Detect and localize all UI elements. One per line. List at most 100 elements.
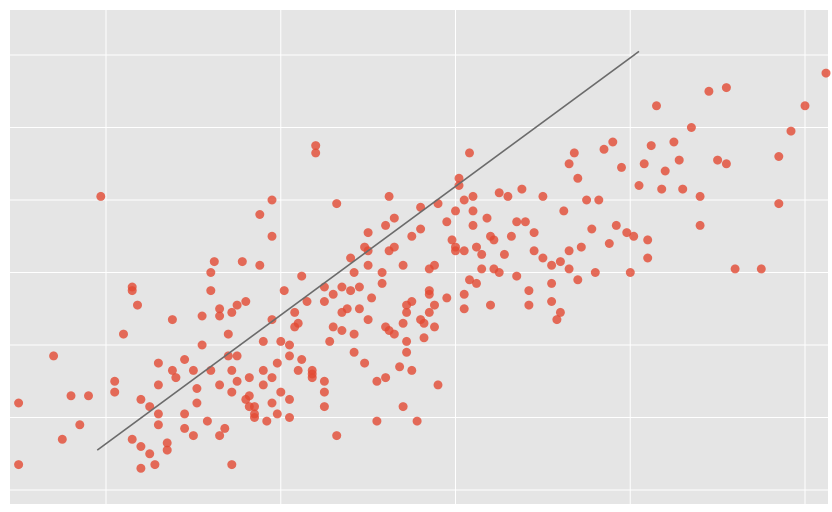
- data-point: [569, 148, 579, 158]
- data-point: [328, 322, 338, 332]
- data-point: [227, 307, 237, 317]
- data-point: [127, 434, 137, 444]
- data-point: [503, 191, 513, 201]
- data-point: [454, 181, 464, 190]
- data-point: [786, 126, 796, 136]
- data-point: [180, 423, 190, 433]
- data-point: [241, 297, 251, 306]
- data-point: [346, 253, 356, 263]
- data-point: [774, 152, 784, 161]
- data-point: [332, 431, 342, 441]
- data-point: [674, 155, 684, 165]
- data-point: [465, 275, 474, 285]
- data-point: [367, 293, 377, 303]
- data-point: [529, 228, 539, 238]
- data-point: [285, 340, 294, 350]
- data-point: [459, 246, 469, 256]
- data-point: [704, 86, 714, 96]
- data-point: [349, 268, 359, 277]
- data-point: [250, 402, 259, 412]
- data-point: [363, 228, 373, 238]
- data-point: [547, 278, 557, 288]
- data-point: [363, 260, 373, 270]
- data-point: [232, 300, 242, 310]
- data-point: [430, 300, 439, 310]
- data-point: [250, 409, 259, 419]
- data-point: [244, 391, 254, 401]
- data-point: [276, 387, 286, 397]
- data-point: [223, 329, 233, 339]
- data-point: [192, 384, 202, 393]
- data-point: [372, 416, 382, 426]
- data-point: [447, 235, 457, 245]
- data-point: [416, 224, 426, 234]
- data-point: [145, 449, 155, 459]
- data-point: [389, 213, 399, 223]
- data-point: [468, 206, 478, 216]
- data-point: [110, 387, 120, 397]
- data-point: [547, 297, 557, 306]
- data-point: [66, 391, 76, 401]
- data-point: [227, 460, 237, 470]
- data-point: [363, 315, 373, 325]
- data-point: [454, 173, 464, 183]
- data-point: [232, 351, 242, 361]
- data-point: [389, 329, 399, 339]
- data-point: [285, 413, 294, 422]
- data-point: [559, 206, 569, 216]
- data-point: [180, 409, 190, 419]
- data-point: [267, 231, 277, 241]
- data-point: [215, 431, 225, 441]
- data-point: [290, 307, 300, 317]
- data-point: [499, 249, 509, 259]
- data-point: [482, 213, 492, 223]
- data-point: [202, 416, 212, 426]
- data-point: [197, 340, 207, 350]
- data-point: [192, 398, 202, 408]
- data-point: [57, 434, 67, 444]
- data-point: [153, 420, 163, 430]
- data-point: [395, 362, 405, 372]
- data-point: [442, 217, 452, 227]
- data-point: [695, 220, 705, 230]
- data-point: [430, 260, 439, 270]
- data-point: [377, 278, 387, 288]
- data-point: [209, 257, 219, 267]
- data-point: [412, 416, 422, 426]
- data-point: [555, 307, 565, 317]
- data-point: [354, 304, 364, 314]
- data-point: [451, 206, 460, 216]
- data-point: [75, 420, 85, 430]
- data-point: [402, 307, 412, 317]
- data-point: [524, 300, 534, 310]
- plot-background: [10, 10, 828, 504]
- data-point: [342, 304, 352, 314]
- data-point: [167, 365, 177, 375]
- data-point: [136, 463, 146, 473]
- data-point: [599, 144, 609, 154]
- data-point: [433, 380, 443, 390]
- data-point: [402, 347, 412, 357]
- data-point: [800, 101, 810, 111]
- data-point: [360, 358, 370, 368]
- data-point: [206, 286, 216, 296]
- data-point: [215, 304, 225, 314]
- data-point: [227, 365, 237, 375]
- data-point: [384, 191, 394, 201]
- data-point: [133, 300, 142, 310]
- data-point: [14, 460, 24, 470]
- data-point: [311, 148, 321, 158]
- data-point: [167, 315, 177, 325]
- data-point: [529, 246, 539, 256]
- data-point: [180, 355, 190, 364]
- data-point: [430, 322, 439, 332]
- data-point: [629, 231, 639, 241]
- data-point: [337, 326, 347, 335]
- data-point: [206, 268, 216, 277]
- data-point: [377, 268, 387, 277]
- data-point: [407, 365, 417, 375]
- data-point: [96, 191, 106, 201]
- data-point: [512, 217, 522, 227]
- data-point: [459, 304, 469, 314]
